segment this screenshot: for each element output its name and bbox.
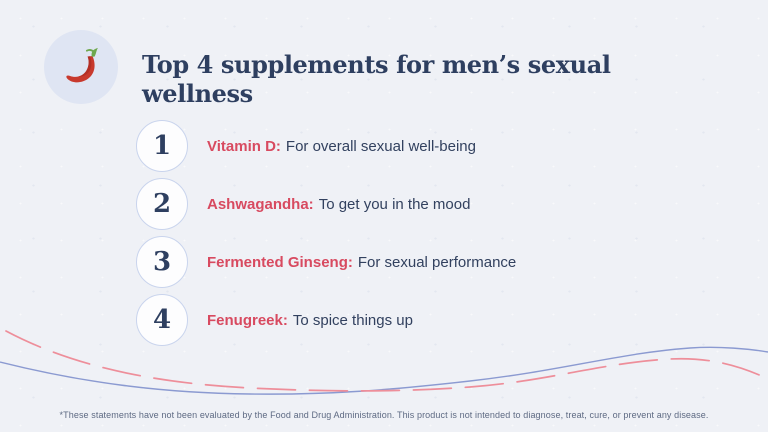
wave-blue-line: [0, 346, 768, 395]
item-number: 1: [152, 131, 172, 161]
disclaimer-text: *These statements have not been evaluate…: [59, 410, 709, 420]
slide-title: Top 4 supplements for men’s sexual welln…: [142, 50, 611, 108]
item-number-badge: 4: [136, 294, 188, 346]
item-number: 2: [152, 189, 172, 219]
item-label: Fermented Ginseng:: [207, 253, 353, 271]
item-number-badge: 3: [136, 236, 188, 288]
item-description: To get you in the mood: [318, 195, 471, 213]
item-number: 3: [152, 247, 172, 277]
item-description: To spice things up: [292, 311, 413, 329]
item-number-badge: 1: [136, 120, 188, 172]
item-text: Vitamin D: For overall sexual well-being: [207, 138, 476, 155]
supplement-list: 1 Vitamin D: For overall sexual well-bein…: [136, 120, 516, 346]
item-label: Vitamin D:: [207, 137, 281, 155]
item-number-badge: 2: [136, 178, 188, 230]
item-label: Fenugreek:: [207, 311, 288, 329]
item-description: For overall sexual well-being: [285, 137, 476, 155]
chili-pepper-icon: [66, 47, 98, 83]
item-number: 4: [152, 305, 172, 335]
item-text: Fenugreek: To spice things up: [207, 312, 413, 329]
item-text: Ashwagandha: To get you in the mood: [207, 196, 470, 213]
list-item: 3 Fermented Ginseng: For sexual performan…: [136, 236, 516, 288]
item-label: Ashwagandha:: [207, 195, 314, 213]
item-description: For sexual performance: [357, 253, 517, 271]
list-item: 2 Ashwagandha: To get you in the mood: [136, 178, 516, 230]
list-item: 4 Fenugreek: To spice things up: [136, 294, 516, 346]
chili-badge: [44, 30, 118, 104]
item-text: Fermented Ginseng: For sexual performance: [207, 254, 516, 271]
list-item: 1 Vitamin D: For overall sexual well-bein…: [136, 120, 516, 172]
